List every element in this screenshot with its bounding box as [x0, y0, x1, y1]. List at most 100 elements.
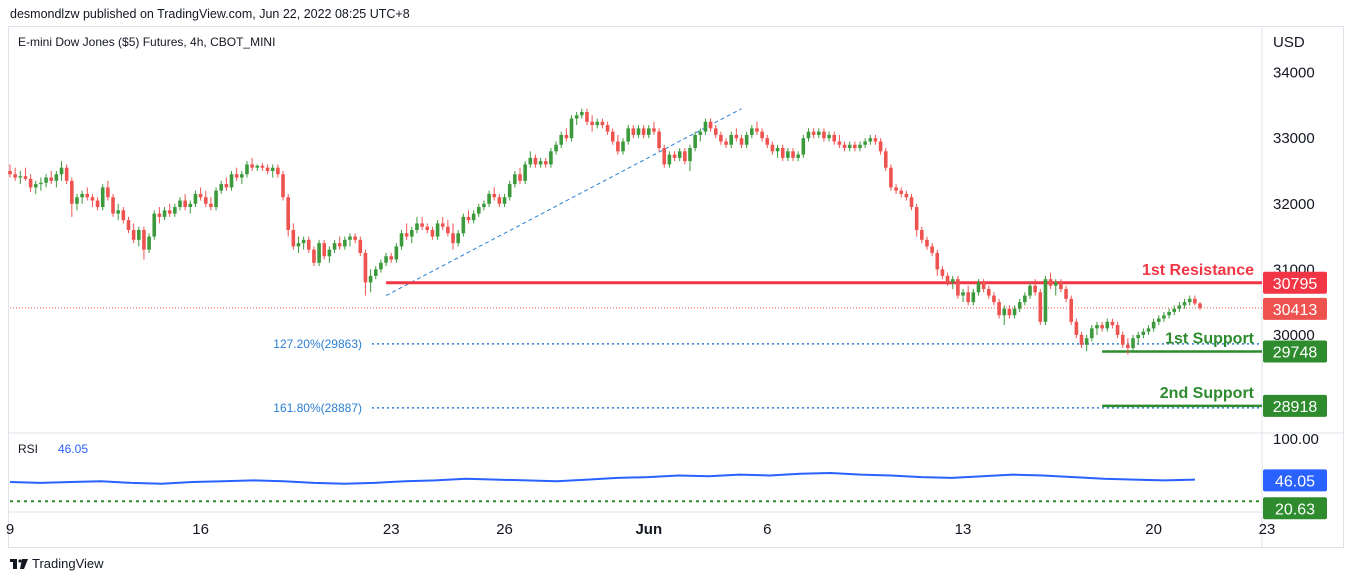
candle[interactable] [90, 193, 95, 208]
candle[interactable] [631, 125, 636, 139]
candle[interactable] [940, 266, 945, 280]
candle[interactable] [1095, 321, 1099, 335]
candle[interactable] [533, 154, 538, 168]
candle[interactable] [286, 193, 290, 237]
candle[interactable] [394, 243, 399, 263]
candle[interactable] [1172, 305, 1177, 316]
rsi-current-badge[interactable]: 46.05 [1263, 469, 1327, 492]
candle[interactable] [121, 207, 126, 224]
candle[interactable] [446, 220, 450, 237]
candle[interactable] [1033, 279, 1037, 296]
candle[interactable] [657, 128, 661, 152]
candle[interactable] [1012, 305, 1017, 319]
candle[interactable] [373, 266, 378, 280]
candle[interactable] [1084, 334, 1089, 352]
candle[interactable] [683, 148, 687, 165]
candle[interactable] [219, 180, 224, 194]
candle[interactable] [250, 157, 254, 171]
candle[interactable] [729, 131, 734, 149]
candle[interactable] [538, 157, 543, 168]
candle[interactable] [353, 233, 357, 244]
candle[interactable] [920, 226, 924, 244]
candle[interactable] [755, 121, 759, 135]
candle[interactable] [33, 180, 38, 194]
candle[interactable] [420, 216, 424, 230]
candle[interactable] [1110, 318, 1115, 329]
candle[interactable] [858, 141, 862, 152]
candle[interactable] [1198, 302, 1202, 310]
candle[interactable] [713, 125, 718, 139]
candle[interactable] [1105, 318, 1110, 332]
candle[interactable] [260, 163, 265, 171]
candle[interactable] [1059, 279, 1063, 293]
candle[interactable] [492, 187, 497, 201]
candle[interactable] [559, 131, 564, 149]
candle[interactable] [461, 213, 466, 237]
candle[interactable] [688, 144, 692, 171]
candle[interactable] [188, 200, 193, 214]
candle[interactable] [384, 252, 388, 267]
candle[interactable] [80, 190, 84, 204]
candle[interactable] [1136, 331, 1140, 345]
candle[interactable] [1177, 302, 1182, 312]
rsi-label[interactable]: RSI [18, 442, 39, 456]
candle[interactable] [322, 239, 327, 260]
candle[interactable] [497, 193, 502, 208]
current-price-badge[interactable]: 30413 [1263, 297, 1327, 320]
candle[interactable] [956, 275, 960, 299]
candle[interactable] [580, 108, 584, 119]
candle[interactable] [883, 148, 888, 171]
candle[interactable] [224, 177, 229, 191]
currency-label[interactable]: USD [1273, 34, 1305, 51]
candle[interactable] [564, 128, 569, 142]
candle[interactable] [734, 128, 739, 142]
candle[interactable] [39, 177, 43, 191]
candle[interactable] [240, 170, 244, 185]
candle[interactable] [1187, 295, 1192, 306]
candle[interactable] [744, 131, 749, 149]
candle[interactable] [1100, 321, 1104, 332]
candle[interactable] [415, 216, 419, 234]
candle[interactable] [281, 170, 285, 201]
candle[interactable] [981, 279, 986, 293]
candle[interactable] [853, 141, 857, 152]
candle[interactable] [1146, 325, 1151, 335]
candle[interactable] [1120, 331, 1125, 349]
candle[interactable] [1007, 305, 1012, 319]
candle[interactable] [909, 193, 914, 211]
candle[interactable] [1090, 325, 1094, 342]
candle[interactable] [816, 128, 821, 139]
candle[interactable] [549, 148, 553, 168]
candle[interactable] [147, 233, 151, 253]
symbol-title[interactable]: E-mini Dow Jones ($5) Futures, 4h, CBOT_… [18, 35, 276, 49]
candle[interactable] [997, 298, 1001, 319]
candle[interactable] [708, 118, 713, 132]
candle[interactable] [296, 236, 301, 253]
candle[interactable] [291, 223, 296, 250]
candle[interactable] [343, 236, 347, 250]
rsi-line[interactable] [9, 471, 1196, 485]
candle[interactable] [456, 230, 460, 247]
candle[interactable] [698, 128, 703, 142]
candle[interactable] [1069, 295, 1074, 326]
candle[interactable] [229, 170, 234, 191]
candle[interactable] [1038, 289, 1043, 326]
candle[interactable] [1151, 318, 1156, 332]
candle[interactable] [167, 203, 172, 217]
candle[interactable] [889, 164, 893, 191]
candle[interactable] [935, 249, 940, 276]
candle[interactable] [193, 190, 198, 208]
candle[interactable] [482, 200, 486, 211]
candle[interactable] [914, 203, 919, 237]
candle[interactable] [590, 115, 594, 132]
candle[interactable] [245, 161, 249, 178]
candle[interactable] [404, 223, 409, 240]
candle[interactable] [724, 138, 728, 149]
candle[interactable] [502, 193, 507, 208]
candle[interactable] [157, 207, 162, 224]
trend-line[interactable] [385, 108, 742, 297]
candle[interactable] [214, 187, 218, 211]
candle[interactable] [8, 164, 12, 178]
candle[interactable] [646, 125, 651, 139]
